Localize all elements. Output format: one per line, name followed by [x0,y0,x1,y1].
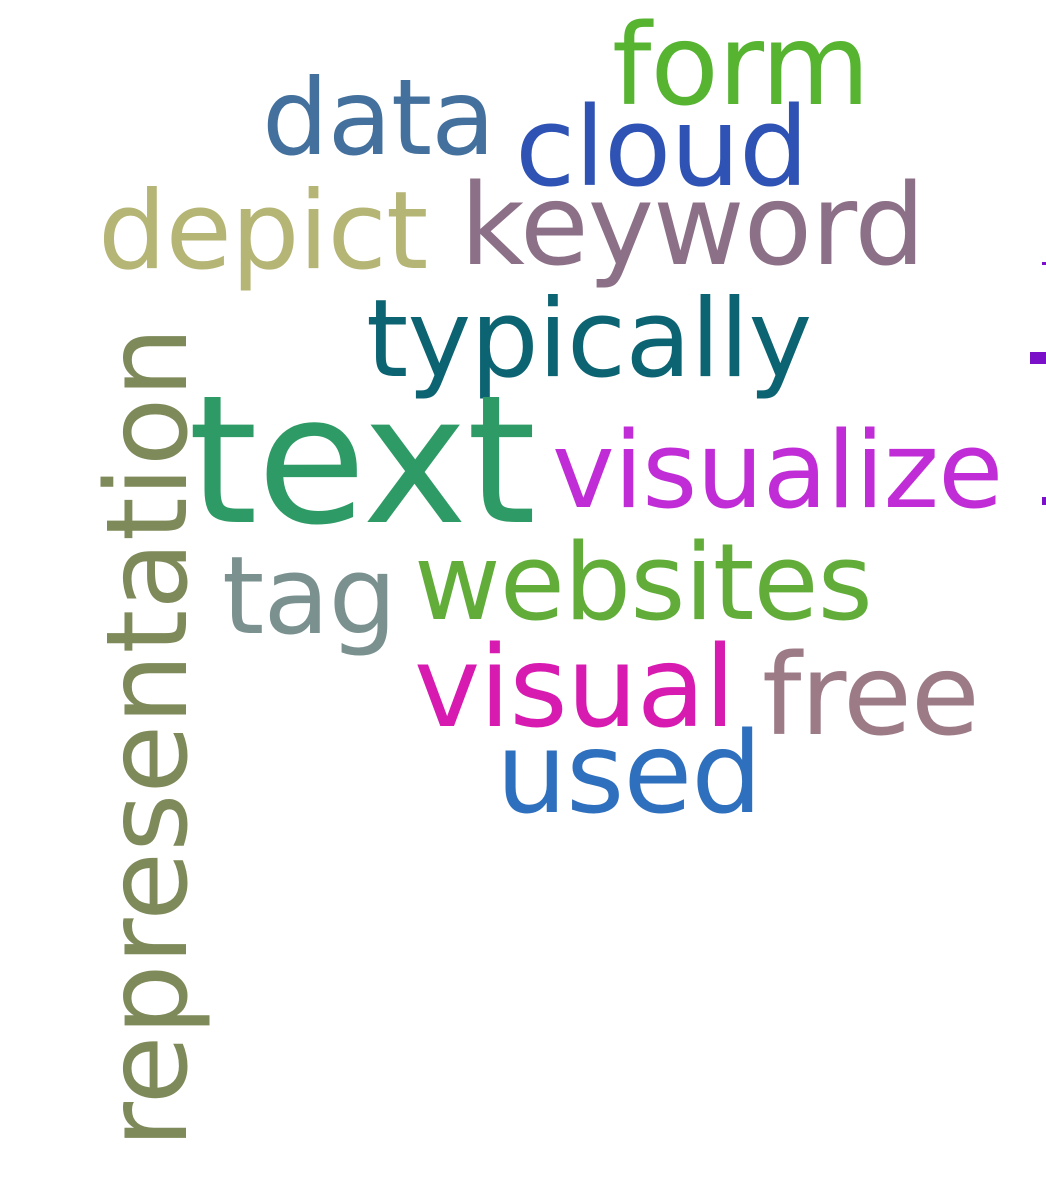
word-form: form [612,1,870,131]
edge-fragment-bottom [1042,497,1046,505]
word-text: text [188,357,536,564]
word-tag: tag [222,534,397,659]
word-data: data [262,57,496,179]
word-typically: typically [366,277,812,402]
word-visual: visual [414,623,735,753]
edge-fragment-middle [1030,352,1046,364]
word-visualize: visualize [552,409,1003,532]
edge-fragment-top [1042,262,1046,265]
word-free: free [762,631,980,761]
word-keyword: keyword [460,161,925,291]
word-websites: websites [414,521,873,644]
word-depict: depict [98,169,428,294]
word-used: used [496,709,762,839]
word-cloud-term: cloud [515,83,809,211]
